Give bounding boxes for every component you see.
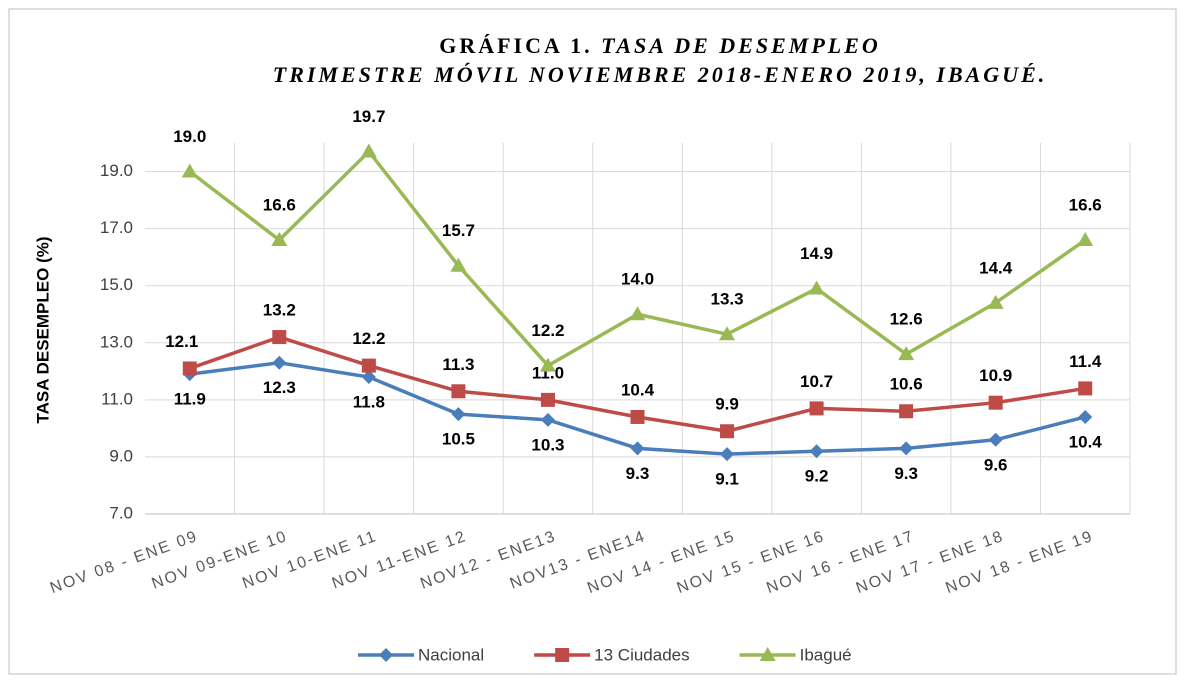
data-label: 15.7 (442, 221, 475, 240)
data-label: 12.6 (890, 310, 923, 329)
data-label: 9.3 (894, 464, 918, 483)
title-main: TASA DE DESEMPLEO (601, 33, 881, 58)
data-label: 14.4 (979, 258, 1013, 277)
data-label: 14.0 (621, 270, 654, 289)
data-label: 10.6 (890, 375, 923, 394)
title-prefix: GRÁFICA 1. (439, 33, 592, 58)
data-label: 14.9 (800, 244, 833, 263)
data-point (987, 294, 1004, 309)
y-tick-label: 15.0 (100, 275, 133, 294)
data-label: 10.4 (621, 380, 655, 399)
data-label: 13.2 (263, 301, 296, 320)
data-label: 11.8 (353, 392, 385, 411)
legend-marker (759, 647, 776, 661)
data-label: 9.9 (715, 395, 739, 414)
data-label: 10.5 (442, 430, 475, 449)
data-point (540, 392, 555, 407)
data-point (809, 401, 824, 416)
data-point (899, 404, 914, 419)
data-point (451, 407, 466, 422)
y-tick-label: 9.0 (109, 446, 133, 465)
y-tick-label: 13.0 (100, 332, 133, 351)
data-label: 11.4 (1069, 352, 1102, 371)
data-label: 9.2 (805, 467, 829, 486)
data-point (899, 441, 914, 456)
data-point (630, 441, 645, 456)
chart-title: GRÁFICA 1. TASA DE DESEMPLEO (439, 33, 881, 58)
legend-label: Nacional (418, 645, 484, 664)
legend-label: Ibagué (800, 645, 852, 664)
data-point (1078, 381, 1093, 396)
data-label: 9.1 (715, 470, 739, 489)
data-point (1077, 232, 1094, 247)
y-tick-label: 19.0 (100, 161, 133, 180)
data-point (809, 444, 824, 459)
data-point (271, 232, 288, 247)
data-label: 10.3 (531, 435, 564, 454)
data-point (898, 346, 915, 361)
data-point (361, 370, 376, 385)
y-tick-label: 7.0 (109, 503, 133, 522)
data-point (720, 447, 735, 462)
data-label: 19.0 (173, 127, 206, 146)
data-point (451, 384, 466, 399)
data-label: 12.2 (352, 329, 385, 348)
data-point (272, 330, 287, 345)
data-point (450, 257, 467, 272)
data-label: 10.7 (800, 372, 833, 391)
data-label: 9.6 (984, 455, 1008, 474)
data-point (629, 306, 646, 321)
data-label: 9.3 (626, 464, 650, 483)
data-label: 13.3 (710, 290, 743, 309)
data-point (988, 432, 1003, 447)
chart-subtitle: TRIMESTRE MÓVIL NOVIEMBRE 2018-ENERO 201… (273, 62, 1048, 87)
data-label: 16.6 (1069, 196, 1102, 215)
data-point (808, 280, 825, 295)
data-point (539, 357, 556, 372)
data-label: 16.6 (263, 196, 296, 215)
data-point (361, 358, 376, 373)
data-point (272, 355, 287, 370)
data-label: 12.1 (165, 332, 198, 351)
data-point (988, 395, 1003, 410)
y-tick-label: 17.0 (100, 218, 133, 237)
legend-marker (555, 648, 570, 662)
data-label: 10.4 (1069, 432, 1103, 451)
data-point (360, 143, 377, 158)
y-tick-label: 11.0 (101, 389, 133, 408)
data-point (181, 163, 198, 178)
data-label: 10.9 (979, 366, 1012, 385)
data-label: 11.9 (174, 390, 206, 409)
data-label: 12.3 (263, 378, 296, 397)
data-label: 11.3 (442, 355, 474, 374)
data-point (719, 326, 736, 341)
data-point (630, 409, 645, 424)
data-point (540, 412, 555, 427)
data-label: 19.7 (352, 107, 385, 126)
data-label: 12.2 (531, 321, 564, 340)
data-label: 11.0 (532, 363, 564, 382)
y-axis-label: TASA DESEMPLEO (%) (33, 236, 52, 423)
legend-label: 13 Ciudades (594, 645, 689, 664)
legend-marker (379, 648, 393, 662)
data-point (720, 424, 735, 439)
data-point (1078, 409, 1093, 424)
data-point (182, 361, 197, 376)
